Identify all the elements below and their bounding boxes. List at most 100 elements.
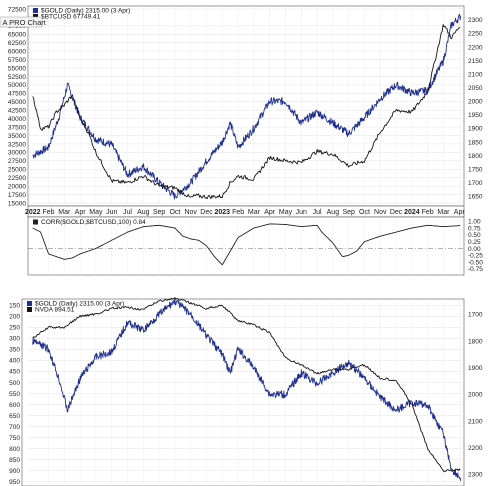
date-tick-label: Apr [454, 209, 466, 216]
left-tick-label: 62500 [8, 40, 26, 47]
left-tick-label: 25000 [8, 167, 26, 174]
legend-gold: $GOLD (Daily) 2315.00 (3 Apr) [41, 8, 130, 15]
date-tick-label: Mar [58, 209, 71, 216]
legend-btc: $BTCUSD 67749.41 [41, 14, 101, 21]
left-tick-label: 40000 [8, 116, 26, 123]
date-tick-label: May [279, 209, 293, 216]
left-tick-label: 20000 [8, 183, 26, 190]
series-line-nvda [32, 297, 461, 473]
right-tick-label: 1900 [468, 126, 483, 133]
right-tick-label: 2000 [468, 392, 483, 399]
left-tick-label: 900 [9, 468, 20, 475]
corr-legend: CORR($GOLD,$BTCUSD,100) 0.84 [33, 219, 146, 226]
legend-gold-bottom: $GOLD (Daily) 2315.00 (3 Apr) [35, 301, 124, 308]
date-axis: 2022 Feb Mar Apr May Jun Jul Aug Sep Oct Nov Dec 202… [25, 205, 466, 218]
left-tick-label: 42500 [8, 108, 26, 115]
date-tick-label: Dec [390, 209, 403, 216]
right-tick-label: 1950 [468, 112, 483, 119]
right-tick-label: 2050 [468, 85, 483, 92]
bottom-panel-series [32, 297, 462, 481]
date-tick-label: 2023 [215, 209, 231, 216]
left-tick-label: 72500 [8, 6, 26, 13]
left-tick-label: 300 [9, 336, 20, 343]
left-tick-label: 350 [9, 347, 20, 354]
legend-nvda: NVDA 894.51 [35, 307, 75, 314]
left-tick-label: 17500 [8, 192, 26, 199]
left-tick-label: 15000 [8, 200, 26, 207]
left-tick-label: 32500 [8, 141, 26, 148]
date-tick-label: Nov [184, 209, 197, 216]
left-tick-label: 700 [9, 424, 20, 431]
left-tick-label: 250 [9, 325, 20, 332]
bottom-panel-frame [21, 298, 465, 486]
right-tick-label: -0.75 [468, 266, 483, 273]
date-tick-label: Sep [342, 209, 355, 216]
left-tick-label: 55000 [8, 65, 26, 72]
right-tick-label: 2200 [468, 445, 483, 452]
right-tick-label: 2100 [468, 418, 483, 425]
bottom-right-axis-ticks: 1700 1800 1900 2000 2100 2200 2300 [468, 312, 483, 479]
series-line-gold [32, 297, 462, 481]
right-tick-label: 0.25 [468, 239, 481, 246]
left-tick-label: 750 [9, 435, 20, 442]
date-tick-label: Mar [248, 209, 261, 216]
date-tick-label: Dec [200, 209, 213, 216]
right-tick-label: 2250 [468, 31, 483, 38]
right-tick-label: 2150 [468, 58, 483, 65]
corr-panel-series [32, 223, 461, 266]
right-tick-label: 1.00 [468, 218, 481, 225]
date-tick-label: 2022 [25, 209, 41, 216]
left-tick-label: 400 [9, 358, 20, 365]
bottom-legend: $GOLD (Daily) 2315.00 (3 Apr) NVDA 894.5… [27, 301, 124, 314]
left-tick-label: 37500 [8, 124, 26, 131]
right-tick-label: 1900 [468, 365, 483, 372]
left-tick-label: 950 [9, 479, 20, 486]
left-tick-label: 200 [9, 314, 20, 321]
right-tick-label: 0.75 [468, 225, 481, 232]
pro-chart-badge: A PRO Chart [0, 16, 47, 28]
left-tick-label: 150 [9, 303, 20, 310]
right-tick-label: -0.50 [468, 259, 483, 266]
bottom-panel: 150 200 250 300 350 400 450 500 550 600 650 700 750 8… [9, 297, 483, 486]
right-tick-label: 1750 [468, 166, 483, 173]
right-tick-label: 2300 [468, 472, 483, 479]
left-tick-label: 550 [9, 391, 20, 398]
date-tick-label: May [89, 209, 103, 216]
left-tick-label: 45000 [8, 99, 26, 106]
date-tick-label: Feb [43, 209, 55, 216]
date-tick-label: Jun [106, 209, 117, 216]
date-tick-label: Oct [169, 209, 180, 216]
right-tick-label: 1850 [468, 139, 483, 146]
left-tick-label: 22500 [8, 175, 26, 182]
legend-corr: CORR($GOLD,$BTCUSD,100) 0.84 [41, 219, 146, 226]
left-tick-label: 47500 [8, 91, 26, 98]
bottom-panel-grid [28, 299, 464, 486]
top-legend: $GOLD (Daily) 2315.00 (3 Apr) $BTCUSD 67… [33, 8, 130, 21]
corr-panel: 1.000.750.500.250.00-0.25-0.50-0.75 CORR… [27, 216, 483, 276]
right-tick-label: 2300 [468, 17, 483, 24]
left-tick-label: 27500 [8, 158, 26, 165]
date-tick-label: 2024 [404, 209, 420, 216]
left-tick-label: 52500 [8, 74, 26, 81]
corr-axis-ticks: 1.000.750.500.250.00-0.25-0.50-0.75 [468, 218, 483, 273]
right-tick-label: -0.25 [468, 253, 483, 260]
right-tick-label: 2100 [468, 71, 483, 78]
right-tick-label: 1800 [468, 338, 483, 345]
left-tick-label: 500 [9, 380, 20, 387]
series-line-btcusd [32, 24, 461, 200]
date-tick-label: Mar [437, 209, 450, 216]
right-tick-label: 1800 [468, 153, 483, 160]
date-tick-label: Jul [313, 209, 322, 216]
left-tick-label: 800 [9, 446, 20, 453]
right-tick-label: 1650 [468, 194, 483, 201]
date-tick-label: Apr [75, 209, 87, 216]
left-tick-label: 65000 [8, 32, 26, 39]
left-tick-label: 600 [9, 402, 20, 409]
top-panel-frame [27, 5, 465, 207]
date-tick-label: Nov [374, 209, 387, 216]
series-line-gold [32, 13, 462, 200]
top-right-axis-ticks: 1650 1700 1750 1800 1850 1900 1950 2000 2050 2100… [468, 17, 483, 200]
left-tick-label: 60000 [8, 48, 26, 55]
